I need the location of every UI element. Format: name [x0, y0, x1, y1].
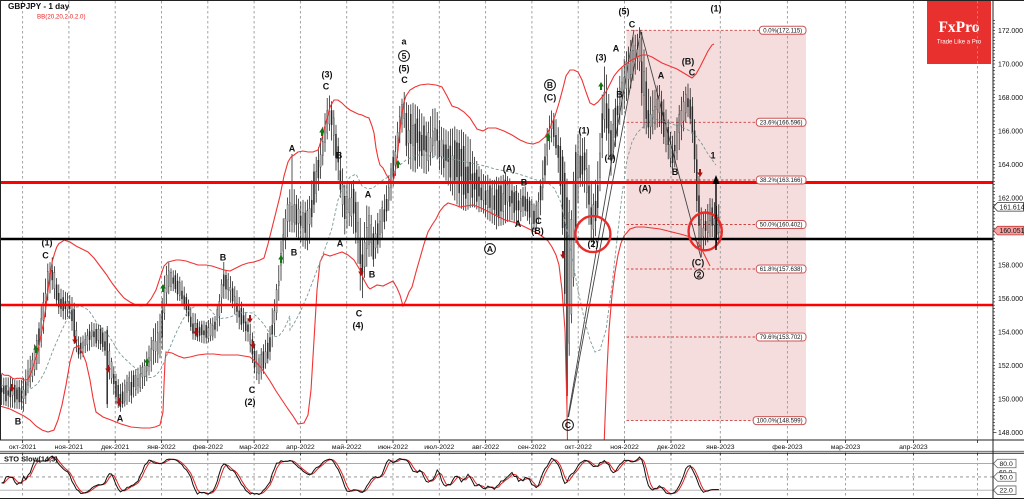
svg-text:(3): (3)	[596, 52, 607, 62]
svg-text:Trade Like a Pro: Trade Like a Pro	[937, 40, 982, 46]
svg-text:156.000: 156.000	[998, 296, 1023, 303]
svg-text:окт-2022: окт-2022	[565, 444, 593, 451]
svg-text:(1): (1)	[42, 237, 53, 247]
svg-text:79.6%(153.702): 79.6%(153.702)	[760, 335, 803, 341]
svg-text:B: B	[220, 252, 227, 262]
svg-text:23.6%(166.596): 23.6%(166.596)	[760, 120, 803, 126]
svg-text:сен-2022: сен-2022	[518, 444, 547, 451]
svg-text:(C): (C)	[544, 92, 557, 102]
svg-text:166.000: 166.000	[998, 128, 1023, 135]
svg-text:мар-2023: мар-2023	[831, 444, 861, 451]
svg-text:A: A	[337, 238, 344, 248]
svg-text:(1): (1)	[711, 3, 722, 13]
svg-text:BB(20,20,2.0,2.0): BB(20,20,2.0,2.0)	[37, 13, 86, 20]
svg-text:100.0%(148.599): 100.0%(148.599)	[757, 419, 803, 425]
svg-text:C: C	[42, 250, 49, 260]
svg-text:(A): (A)	[503, 163, 516, 173]
svg-text:май-2022: май-2022	[332, 443, 362, 451]
svg-text:(2): (2)	[245, 397, 256, 407]
svg-text:янв-2022: янв-2022	[147, 444, 176, 451]
svg-text:80.0: 80.0	[1000, 461, 1013, 468]
svg-text:(5): (5)	[619, 6, 630, 16]
svg-text:дек-2021: дек-2021	[101, 444, 129, 451]
svg-text:апр-2023: апр-2023	[899, 444, 928, 451]
svg-text:A: A	[365, 189, 372, 199]
svg-text:фев-2023: фев-2023	[772, 444, 803, 451]
svg-text:B: B	[521, 177, 528, 187]
svg-text:168.000: 168.000	[998, 95, 1023, 102]
svg-text:50.0: 50.0	[1000, 474, 1013, 481]
svg-text:161.614: 161.614	[1000, 204, 1024, 211]
svg-text:C: C	[323, 81, 330, 91]
svg-text:(C): (C)	[692, 257, 705, 267]
svg-text:C: C	[356, 308, 363, 318]
svg-text:FxPro: FxPro	[938, 19, 979, 36]
svg-text:мар-2022: мар-2022	[239, 444, 269, 451]
svg-text:GBPJPY - 1 day: GBPJPY - 1 day	[8, 2, 70, 11]
svg-text:154.000: 154.000	[998, 329, 1023, 336]
svg-text:C: C	[401, 75, 408, 85]
svg-text:162.000: 162.000	[998, 195, 1023, 202]
svg-text:B: B	[15, 416, 22, 426]
svg-text:A: A	[613, 43, 620, 53]
svg-text:(4): (4)	[605, 153, 616, 163]
svg-text:A: A	[289, 143, 296, 153]
svg-text:150.000: 150.000	[998, 396, 1023, 403]
svg-text:(5): (5)	[399, 63, 410, 73]
svg-text:(2): (2)	[588, 239, 599, 249]
svg-text:61.8%(157.638): 61.8%(157.638)	[760, 267, 803, 273]
svg-text:(B): (B)	[531, 226, 544, 236]
svg-text:(4): (4)	[353, 320, 364, 330]
svg-text:0.0%(172.115): 0.0%(172.115)	[763, 28, 802, 34]
svg-text:STO Slow(14,3): STO Slow(14,3)	[4, 454, 58, 463]
svg-text:B: B	[336, 150, 343, 160]
svg-text:148.000: 148.000	[998, 430, 1023, 437]
svg-text:152.000: 152.000	[998, 363, 1023, 370]
svg-text:A: A	[487, 244, 493, 254]
svg-text:апр-2022: апр-2022	[286, 444, 315, 451]
svg-text:(B): (B)	[682, 56, 695, 66]
svg-text:янв-2023: янв-2023	[706, 444, 735, 451]
svg-text:158.000: 158.000	[998, 262, 1023, 269]
svg-text:a: a	[401, 36, 407, 46]
svg-text:160.051: 160.051	[1000, 228, 1024, 235]
svg-text:A: A	[117, 413, 124, 423]
svg-text:5: 5	[402, 51, 407, 61]
svg-text:2: 2	[697, 270, 702, 280]
svg-text:B: B	[547, 80, 553, 90]
svg-text:B: B	[616, 89, 623, 99]
svg-text:окт-2021: окт-2021	[9, 444, 37, 451]
svg-text:C: C	[689, 67, 696, 77]
svg-text:172.000: 172.000	[998, 28, 1023, 35]
svg-text:A: A	[515, 219, 522, 229]
svg-text:(A): (A)	[639, 183, 652, 193]
svg-text:ноя-2022: ноя-2022	[610, 444, 639, 451]
svg-text:C: C	[535, 216, 542, 226]
svg-text:164.000: 164.000	[998, 162, 1023, 169]
svg-text:1: 1	[710, 150, 715, 160]
svg-text:фев-2022: фев-2022	[193, 444, 224, 451]
svg-text:A: A	[658, 70, 665, 80]
svg-text:авг-2022: авг-2022	[472, 444, 499, 451]
svg-text:50.0%(160.402): 50.0%(160.402)	[760, 223, 803, 229]
svg-text:C: C	[565, 420, 571, 430]
svg-text:B: B	[672, 167, 679, 177]
svg-text:38.2%(163.166): 38.2%(163.166)	[760, 178, 803, 184]
svg-text:C: C	[629, 19, 636, 29]
svg-text:170.000: 170.000	[998, 61, 1023, 68]
svg-text:ноя-2021: ноя-2021	[55, 444, 84, 451]
svg-text:(1): (1)	[579, 125, 590, 135]
svg-text:B: B	[369, 269, 376, 279]
svg-text:дек-2022: дек-2022	[657, 444, 685, 451]
svg-text:июн-2022: июн-2022	[378, 444, 408, 451]
svg-text:июл-2022: июл-2022	[424, 444, 454, 451]
svg-text:22.0: 22.0	[1000, 488, 1013, 495]
svg-text:B: B	[291, 247, 298, 257]
svg-text:C: C	[249, 385, 256, 395]
svg-text:(3): (3)	[322, 69, 333, 79]
